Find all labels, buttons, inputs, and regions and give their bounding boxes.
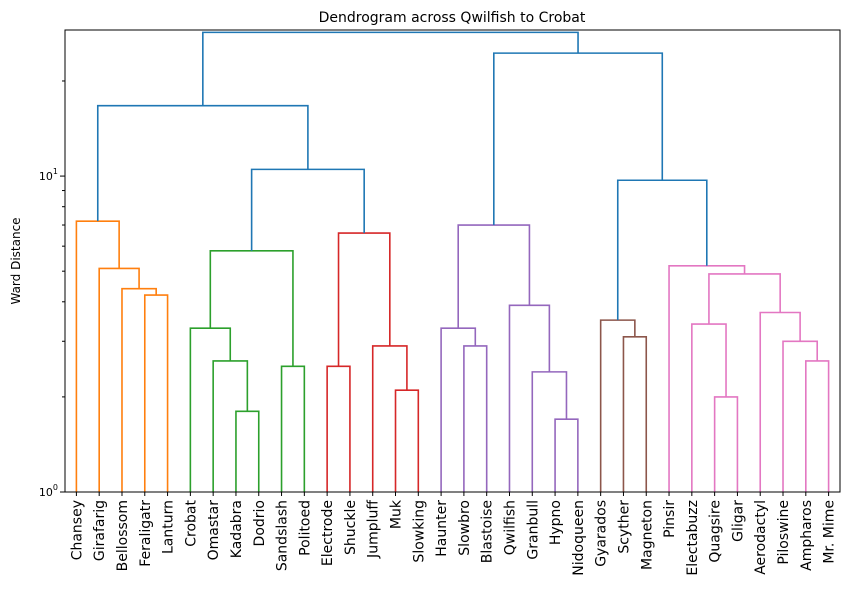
leaf-label: Qwilfish bbox=[502, 500, 518, 555]
leaf-label: Electabuzz bbox=[685, 500, 701, 576]
leaf-label: Ampharos bbox=[799, 500, 815, 571]
dendrogram-link-23 bbox=[713, 396, 739, 492]
leaf-label: Electrode bbox=[320, 500, 336, 566]
dendrogram-link-15 bbox=[463, 345, 488, 492]
dendrogram-link-13 bbox=[250, 168, 365, 251]
dendrogram-link-1 bbox=[121, 287, 157, 492]
leaf-label: Hypno bbox=[548, 500, 564, 545]
dendrogram-link-22 bbox=[599, 319, 636, 492]
y-tick-label: 100 bbox=[39, 483, 58, 499]
leaf-label: Shuckle bbox=[343, 500, 359, 555]
leaf-label: Gyarados bbox=[594, 500, 610, 567]
dendrogram-link-21 bbox=[622, 335, 648, 492]
leaf-label: Muk bbox=[389, 499, 405, 529]
dendrogram-link-32 bbox=[202, 31, 579, 106]
leaf-label: Bellossom bbox=[115, 500, 131, 571]
leaf-label: Feraligatr bbox=[138, 500, 154, 567]
plot-frame bbox=[64, 29, 841, 493]
dendrogram-link-5 bbox=[212, 360, 249, 492]
y-axis: 100 101 bbox=[39, 80, 65, 499]
dendrogram-link-4 bbox=[235, 410, 260, 492]
dendrogram-link-16 bbox=[440, 327, 477, 492]
dendrogram-link-19 bbox=[508, 304, 551, 492]
leaf-label: Jumpluff bbox=[366, 500, 382, 559]
dendrogram-link-31 bbox=[493, 52, 664, 226]
leaf-label: Crobat bbox=[183, 499, 199, 546]
dendrogram-link-25 bbox=[805, 360, 830, 492]
leaf-label: Pinsir bbox=[662, 500, 678, 538]
dendrogram-link-29 bbox=[668, 265, 746, 492]
dendrogram-link-24 bbox=[691, 323, 727, 492]
leaf-label: Granbull bbox=[525, 500, 541, 560]
dendrogram-link-14 bbox=[96, 104, 309, 222]
leaf-label: Mr. Mime bbox=[822, 500, 838, 564]
dendrogram-link-8 bbox=[209, 250, 294, 367]
leaf-label: Chansey bbox=[69, 500, 85, 560]
leaf-label: Haunter bbox=[434, 500, 450, 557]
dendrogram-link-0 bbox=[143, 294, 169, 492]
leaf-label: Aerodactyl bbox=[753, 500, 769, 575]
dendrogram-link-18 bbox=[531, 371, 568, 492]
dendrogram-link-26 bbox=[782, 340, 819, 492]
leaf-label: Slowking bbox=[411, 500, 427, 563]
dendrogram-link-10 bbox=[394, 389, 420, 492]
dendrogram-links bbox=[75, 31, 830, 492]
dendrogram-link-2 bbox=[98, 267, 140, 492]
leaf-label: Piloswine bbox=[776, 500, 792, 565]
y-axis-label: Ward Distance bbox=[9, 217, 23, 304]
leaf-label: Magneton bbox=[639, 500, 655, 570]
dendrogram-link-11 bbox=[371, 345, 408, 492]
leaf-label: Omastar bbox=[206, 500, 222, 561]
leaf-label: Quagsire bbox=[708, 500, 724, 563]
leaf-label: Sandslash bbox=[275, 500, 291, 571]
chart-title: Dendrogram across Qwilfish to Crobat bbox=[319, 10, 586, 26]
leaf-label: Slowbro bbox=[457, 500, 473, 556]
leaf-label: Kadabra bbox=[229, 500, 245, 558]
dendrogram-link-28 bbox=[708, 273, 781, 325]
dendrogram-link-3 bbox=[75, 220, 120, 492]
dendrogram-link-7 bbox=[280, 365, 306, 492]
dendrogram-link-6 bbox=[189, 327, 232, 492]
y-tick-label: 101 bbox=[39, 167, 58, 183]
leaf-label: Dodrio bbox=[252, 500, 268, 546]
dendrogram-link-27 bbox=[759, 311, 801, 492]
dendrogram-link-17 bbox=[554, 418, 579, 492]
leaf-label: Gligar bbox=[730, 500, 746, 542]
dendrogram-link-30 bbox=[616, 179, 708, 321]
leaf-label: Scyther bbox=[616, 500, 632, 554]
leaf-label: Nidoqueen bbox=[571, 500, 587, 576]
leaf-label: Girafarig bbox=[92, 500, 108, 561]
leaf-label: Lanturn bbox=[161, 500, 177, 554]
leaf-label: Blastoise bbox=[480, 500, 496, 563]
dendrogram-link-9 bbox=[326, 365, 351, 492]
dendrogram-link-20 bbox=[457, 224, 531, 329]
x-axis: Chansey Girafarig Bellossom Feraligatr Lantu… bbox=[69, 492, 838, 576]
leaf-label: Politoed bbox=[297, 500, 313, 556]
